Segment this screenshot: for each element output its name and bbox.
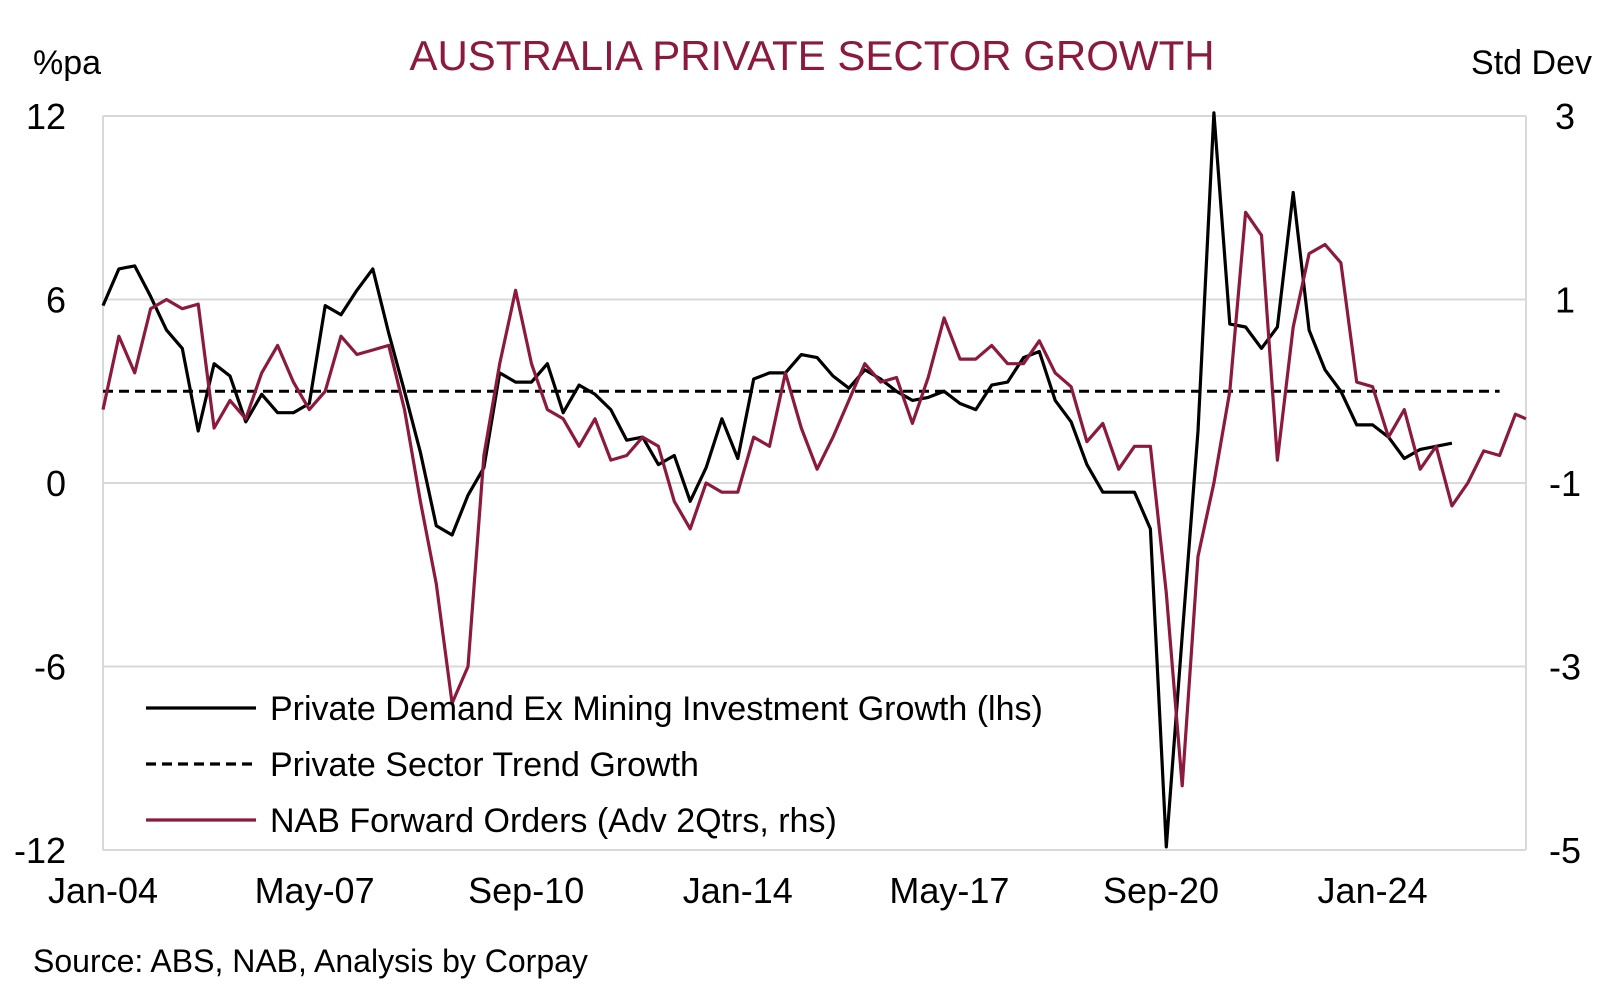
- legend-label: Private Sector Trend Growth: [270, 746, 699, 784]
- x-tick-label: Jan-04: [48, 870, 158, 911]
- y-left-tick-label: 12: [26, 96, 66, 137]
- series: [101, 111, 1527, 849]
- axes: -12 -6 0 6 12 -5 -3 -1 1 3 Jan-04 May-07 Sep-10 Jan-1…: [14, 96, 1581, 911]
- y-right-tick-label: 1: [1555, 280, 1575, 321]
- x-tick-label: Jan-24: [1318, 870, 1428, 911]
- x-tick-label: May-17: [889, 870, 1009, 911]
- y-left-tick-label: 0: [46, 463, 66, 504]
- source-note: Source: ABS, NAB, Analysis by Corpay: [33, 943, 588, 979]
- chart-title: AUSTRALIA PRIVATE SECTOR GROWTH: [409, 32, 1214, 79]
- right-axis-unit-label: Std Dev: [1471, 44, 1592, 82]
- x-tick-label: Sep-20: [1103, 870, 1219, 911]
- y-right-tick-label: -1: [1549, 463, 1581, 504]
- series-line-1: [101, 111, 1453, 849]
- series-line-3: [101, 210, 1527, 788]
- legend: Private Demand Ex Mining Investment Grow…: [146, 690, 1043, 840]
- y-left-tick-label: -12: [14, 830, 66, 871]
- y-right-tick-label: -3: [1549, 647, 1581, 688]
- x-tick-label: May-07: [255, 870, 375, 911]
- left-axis-unit-label: %pa: [33, 44, 101, 82]
- x-tick-label: Jan-14: [683, 870, 793, 911]
- x-tick-label: Sep-10: [468, 870, 584, 911]
- y-right-tick-label: 3: [1555, 96, 1575, 137]
- gridlines: [102, 115, 1527, 851]
- legend-label: Private Demand Ex Mining Investment Grow…: [270, 690, 1043, 728]
- y-left-tick-label: -6: [34, 647, 66, 688]
- legend-label: NAB Forward Orders (Adv 2Qtrs, rhs): [270, 802, 837, 840]
- y-left-tick-label: 6: [46, 280, 66, 321]
- y-right-tick-label: -5: [1549, 830, 1581, 871]
